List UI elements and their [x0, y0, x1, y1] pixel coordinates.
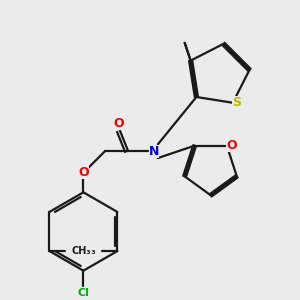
Text: O: O — [226, 139, 237, 152]
Text: Cl: Cl — [77, 288, 89, 298]
Text: N: N — [149, 145, 159, 158]
Text: S: S — [232, 96, 241, 109]
Text: CH₃: CH₃ — [71, 246, 91, 256]
Text: CH₃: CH₃ — [76, 246, 96, 256]
Text: O: O — [78, 166, 89, 179]
Text: O: O — [113, 117, 124, 130]
